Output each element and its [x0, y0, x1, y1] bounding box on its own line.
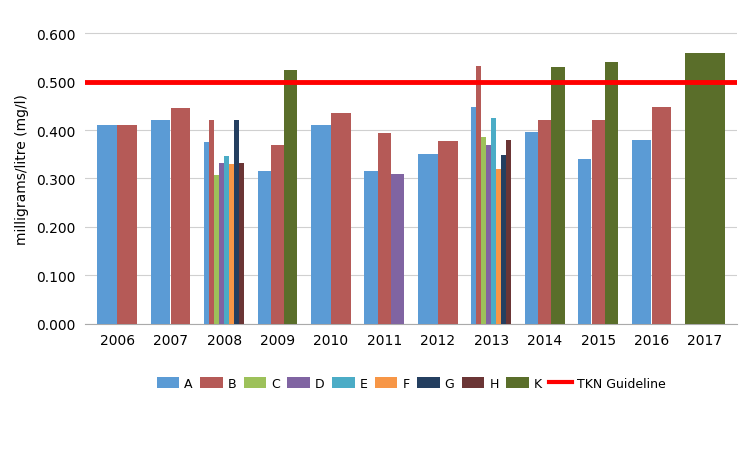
Bar: [438, 142, 458, 324]
Bar: [496, 170, 501, 324]
Bar: [204, 143, 209, 324]
Bar: [525, 132, 538, 324]
Bar: [491, 119, 496, 324]
Bar: [538, 121, 551, 324]
Bar: [472, 108, 476, 324]
Bar: [258, 172, 271, 324]
Bar: [98, 126, 117, 324]
Bar: [214, 175, 219, 324]
Bar: [652, 108, 672, 324]
Bar: [284, 70, 297, 324]
Bar: [209, 121, 214, 324]
Bar: [487, 145, 491, 324]
Bar: [481, 138, 486, 324]
Bar: [171, 109, 190, 324]
Bar: [551, 68, 565, 324]
Bar: [224, 156, 229, 324]
Bar: [592, 121, 605, 324]
Bar: [331, 114, 350, 324]
Bar: [605, 63, 618, 324]
Bar: [391, 174, 405, 324]
Bar: [239, 163, 244, 324]
Bar: [151, 121, 171, 324]
Bar: [365, 172, 378, 324]
Bar: [476, 67, 481, 324]
Bar: [271, 145, 284, 324]
Legend: A, B, C, D, E, F, G, H, K, TKN Guideline: A, B, C, D, E, F, G, H, K, TKN Guideline: [152, 372, 671, 395]
Bar: [685, 54, 725, 324]
Bar: [311, 126, 331, 324]
Bar: [117, 126, 137, 324]
Bar: [219, 163, 224, 324]
Bar: [378, 134, 391, 324]
Y-axis label: milligrams/litre (mg/l): milligrams/litre (mg/l): [15, 94, 29, 245]
Bar: [418, 155, 438, 324]
Bar: [502, 156, 506, 324]
Bar: [234, 121, 239, 324]
Bar: [229, 165, 234, 324]
Bar: [578, 160, 591, 324]
Bar: [506, 140, 511, 324]
Bar: [632, 140, 651, 324]
